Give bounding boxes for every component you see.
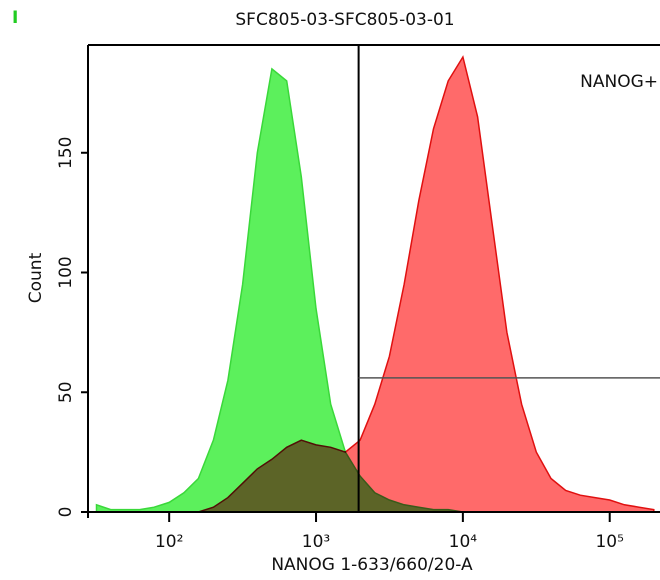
x-axis-label: NANOG 1-633/660/20-A <box>271 555 473 575</box>
plot-area: 0 50 100 150 10² 10³ 10⁴ 10⁵ NANOG+ <box>56 44 660 552</box>
x-tick-label: 10⁵ <box>595 532 623 552</box>
histogram-area <box>96 55 655 513</box>
x-tick-label: 10⁴ <box>449 532 478 552</box>
y-tick-label: 0 <box>56 507 76 518</box>
y-tick-label: 100 <box>56 256 76 288</box>
x-tick-label: 10² <box>155 532 183 552</box>
gate-label: NANOG+ <box>580 72 658 92</box>
x-tick-label: 10³ <box>302 532 330 552</box>
panel-label: I <box>12 8 18 28</box>
chart-title: SFC805-03-SFC805-03-01 <box>235 10 454 30</box>
y-tick-label: 50 <box>56 381 76 403</box>
y-tick-label: 150 <box>56 137 76 169</box>
y-axis-label: Count <box>26 252 46 303</box>
